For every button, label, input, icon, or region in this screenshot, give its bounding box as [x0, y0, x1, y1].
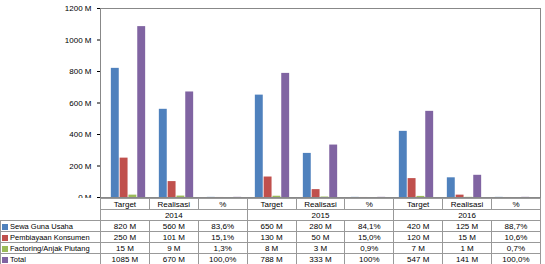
html-text:820 M: 820 M	[113, 221, 136, 231]
html-text:100,0%: 100,0%	[209, 254, 237, 264]
html-text:250 M: 250 M	[113, 232, 136, 242]
html-text:130 M: 130 M	[260, 232, 283, 242]
html-text:0,9%: 0,9%	[360, 243, 379, 253]
svg-text:400 M: 400 M	[69, 130, 92, 139]
html-text:788 M: 788 M	[260, 254, 283, 264]
html-text:1085 M: 1085 M	[111, 254, 139, 264]
html-text:Target: Target	[113, 199, 136, 209]
html-text:1,3%: 1,3%	[213, 243, 232, 253]
html-text:1 M: 1 M	[460, 243, 474, 253]
html-text:2015: 2015	[311, 210, 330, 220]
html-text:333 M: 333 M	[309, 254, 332, 264]
html-text:Pembiayaan Konsumen: Pembiayaan Konsumen	[10, 232, 90, 242]
html-text:650 M: 650 M	[260, 221, 283, 231]
html-text:Factoring/Anjak Piutang: Factoring/Anjak Piutang	[10, 243, 90, 253]
html-text:Sewa Guna Usaha: Sewa Guna Usaha	[10, 221, 73, 231]
svg-text:1000 M: 1000 M	[65, 36, 92, 45]
html-text:3 M: 3 M	[313, 243, 328, 253]
html-text:101 M: 101 M	[162, 232, 185, 242]
html-text:125 M: 125 M	[455, 221, 479, 231]
html-text:2016: 2016	[458, 210, 476, 220]
html-text:100,0%: 100,0%	[502, 254, 530, 264]
html-text:7 M: 7 M	[411, 243, 425, 253]
html-text:15 M: 15 M	[116, 243, 134, 253]
html-text:10,6%: 10,6%	[504, 232, 528, 242]
html-text:50 M: 50 M	[311, 232, 330, 242]
html-text:9 M: 9 M	[167, 243, 181, 253]
html-text:Realisasi: Realisasi	[157, 199, 190, 209]
html-text:88,7%: 88,7%	[504, 221, 528, 231]
html-text:Target: Target	[260, 199, 283, 209]
html-text:Total: Total	[10, 254, 26, 264]
html-text:100%: 100%	[359, 254, 380, 264]
html-text:670 M: 670 M	[162, 254, 185, 264]
html-text:280 M: 280 M	[309, 221, 332, 231]
svg-text:1200 M: 1200 M	[65, 4, 92, 13]
html-text:84,1%: 84,1%	[358, 221, 381, 231]
svg-text:800 M: 800 M	[69, 67, 92, 76]
html-text:120 M: 120 M	[407, 232, 430, 242]
html-text:2014: 2014	[164, 210, 183, 220]
html-text:420 M: 420 M	[407, 221, 430, 231]
html-text:15,1%: 15,1%	[211, 232, 234, 242]
html-text:141 M: 141 M	[455, 254, 479, 264]
html-text:Realisasi: Realisasi	[304, 199, 337, 209]
svg-text:600 M: 600 M	[69, 99, 92, 108]
html-text:83,6%: 83,6%	[211, 221, 234, 231]
html-text:Target: Target	[407, 199, 430, 209]
html-text:560 M: 560 M	[162, 221, 185, 231]
html-text:15 M: 15 M	[458, 232, 476, 242]
svg-text:200 M: 200 M	[69, 162, 92, 171]
html-text:15,0%: 15,0%	[358, 232, 381, 242]
html-text:8 M: 8 M	[264, 243, 279, 253]
html-text:547 M: 547 M	[407, 254, 430, 264]
svg-text:0 M: 0 M	[78, 193, 92, 198]
html-text:Realisasi: Realisasi	[450, 199, 484, 209]
html-text:0,7%: 0,7%	[506, 243, 525, 253]
